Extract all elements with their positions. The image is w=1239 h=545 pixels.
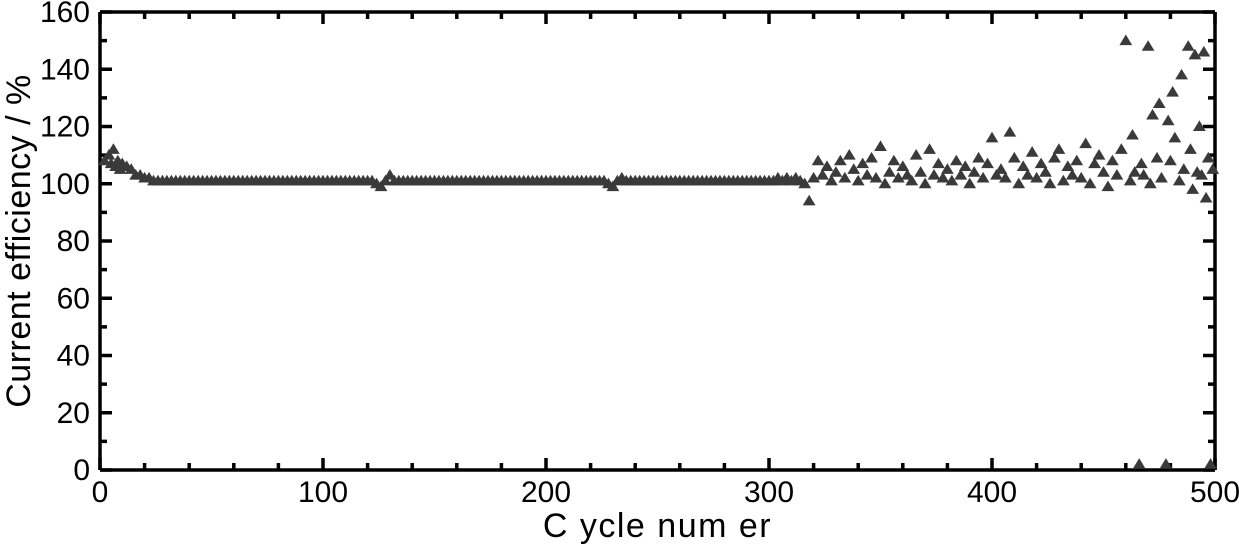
data-point — [1057, 175, 1070, 186]
data-point — [986, 132, 999, 143]
data-point — [923, 143, 936, 154]
data-point — [830, 166, 843, 177]
data-point — [1111, 169, 1124, 180]
data-point — [861, 169, 874, 180]
data-point — [1070, 155, 1083, 166]
data-point — [812, 155, 825, 166]
x-axis-label: C ycle num er — [543, 507, 772, 545]
data-point — [1079, 138, 1092, 149]
data-point — [1115, 143, 1128, 154]
data-point — [1155, 172, 1168, 183]
y-tick-label: 20 — [57, 397, 90, 430]
data-point — [914, 166, 927, 177]
efficiency-scatter-chart: 0 100 200 300 400 500 0 20 40 60 80 100 120 140 160 C y… — [0, 0, 1239, 545]
data-point — [1186, 183, 1199, 194]
data-point — [932, 158, 945, 169]
data-point — [968, 166, 981, 177]
data-point — [847, 163, 860, 174]
data-point — [1093, 149, 1106, 160]
data-point — [888, 155, 901, 166]
data-point — [950, 155, 963, 166]
x-tick-label: 0 — [92, 476, 109, 509]
data-point — [834, 155, 847, 166]
scatter-series — [98, 34, 1219, 468]
data-point — [1175, 69, 1188, 80]
data-point — [1164, 155, 1177, 166]
data-point — [1135, 158, 1148, 169]
chart-svg: 0 100 200 300 400 500 0 20 40 60 80 100 120 140 160 C y… — [0, 0, 1239, 545]
x-tick-label: 500 — [1190, 476, 1239, 509]
data-point — [1162, 115, 1175, 126]
data-point — [972, 152, 985, 163]
data-point — [1197, 46, 1210, 57]
data-point — [981, 158, 994, 169]
y-axis-label: Current efficiency / % — [0, 74, 38, 408]
data-point — [1003, 126, 1016, 137]
data-point — [1084, 178, 1097, 189]
data-point — [1168, 132, 1181, 143]
x-tick-label: 200 — [521, 476, 571, 509]
data-point — [1053, 143, 1066, 154]
data-point — [1166, 86, 1179, 97]
y-tick-label: 160 — [40, 0, 90, 29]
data-point — [1102, 180, 1115, 191]
data-point — [1177, 163, 1190, 174]
y-tick-label: 100 — [40, 168, 90, 201]
data-point — [883, 166, 896, 177]
data-point — [1146, 109, 1159, 120]
data-point — [1106, 155, 1119, 166]
data-point — [1119, 34, 1132, 45]
data-point — [1044, 178, 1057, 189]
data-point — [959, 160, 972, 171]
data-point — [856, 158, 869, 169]
data-point — [1206, 163, 1219, 174]
data-point — [879, 178, 892, 189]
data-point — [1153, 97, 1166, 108]
data-point — [843, 149, 856, 160]
data-point — [1133, 458, 1146, 469]
data-point — [1026, 146, 1039, 157]
data-point — [865, 152, 878, 163]
y-tick-label: 80 — [57, 225, 90, 258]
data-point — [874, 140, 887, 151]
data-point — [1151, 152, 1164, 163]
x-tick-label: 100 — [298, 476, 348, 509]
y-tick-label: 60 — [57, 282, 90, 315]
y-tick-label: 140 — [40, 53, 90, 86]
x-tick-label: 400 — [967, 476, 1017, 509]
y-tick-label: 120 — [40, 111, 90, 144]
data-point — [928, 169, 941, 180]
data-point — [1126, 129, 1139, 140]
data-point — [1173, 175, 1186, 186]
data-point — [977, 172, 990, 183]
data-point — [1182, 40, 1195, 51]
data-point — [1200, 192, 1213, 203]
data-point — [1008, 152, 1021, 163]
y-tick-label: 0 — [73, 454, 90, 487]
y-tick-label: 40 — [57, 340, 90, 373]
data-point — [107, 143, 120, 154]
data-point — [852, 175, 865, 186]
data-point — [803, 195, 816, 206]
x-tick-label: 300 — [744, 476, 794, 509]
data-point — [1184, 143, 1197, 154]
data-point — [821, 160, 834, 171]
data-point — [910, 149, 923, 160]
data-point — [1142, 40, 1155, 51]
